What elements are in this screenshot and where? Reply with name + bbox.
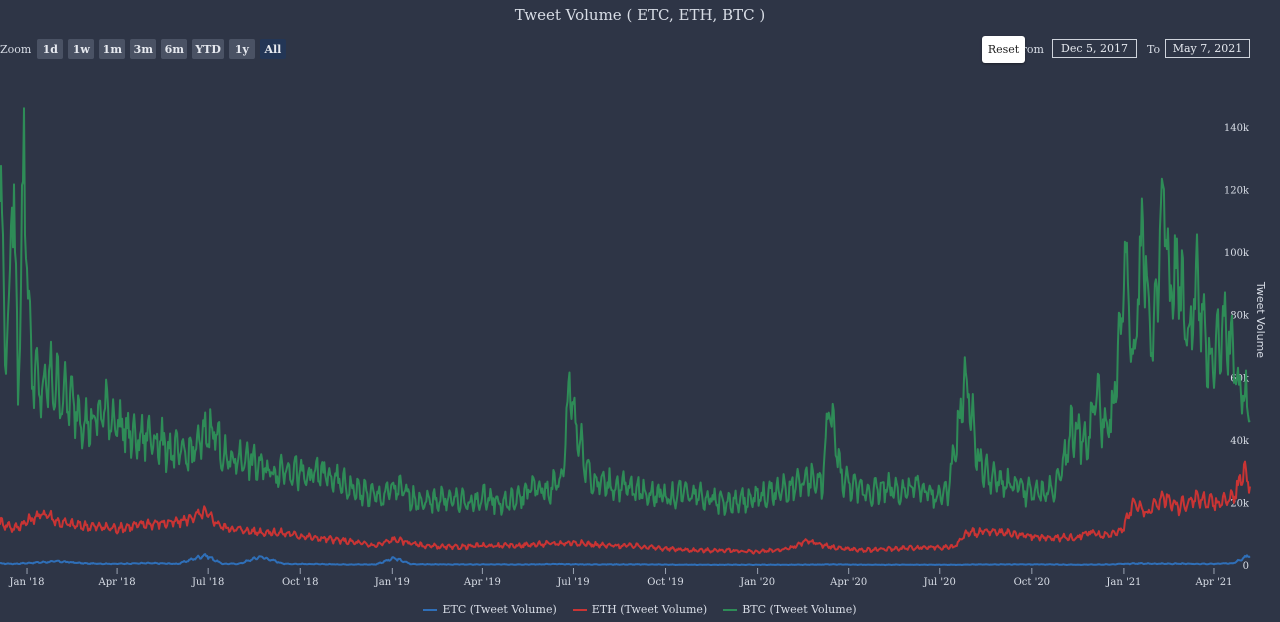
reset-zoom-button[interactable]: Reset — [982, 36, 1025, 63]
legend-label-etc: ETC (Tweet Volume) — [442, 603, 557, 616]
zoom-1y-button[interactable]: 1y — [228, 39, 255, 59]
legend-item-eth[interactable]: ETH (Tweet Volume) — [572, 603, 708, 616]
zoom-bar: Zoom 1d 1w 1m 3m 6m YTD 1y All — [0, 39, 286, 59]
legend-item-etc[interactable]: ETC (Tweet Volume) — [423, 603, 557, 616]
y-tick-label: 40k — [1230, 436, 1250, 447]
zoom-1w-button[interactable]: 1w — [68, 39, 95, 59]
legend-label-eth: ETH (Tweet Volume) — [591, 603, 708, 616]
chart-title: Tweet Volume ( ETC, ETH, BTC ) — [514, 6, 766, 24]
series-lines — [0, 107, 1251, 567]
y-tick-label: 20k — [1230, 498, 1250, 509]
y-tick-label: 140k — [1224, 123, 1250, 134]
x-tick-label: Apr '19 — [463, 577, 501, 588]
x-tick-label: Apr '21 — [1194, 577, 1232, 588]
legend-item-btc[interactable]: BTC (Tweet Volume) — [723, 603, 857, 616]
y-tick-label: 120k — [1224, 186, 1250, 197]
x-tick-label: Jan '19 — [374, 577, 410, 588]
zoom-all-button[interactable]: All — [259, 39, 286, 59]
zoom-label: Zoom — [0, 42, 32, 56]
range-from-input[interactable]: Dec 5, 2017 — [1052, 39, 1137, 58]
x-tick-label: Oct '20 — [1014, 577, 1050, 588]
series-line-btc[interactable] — [0, 107, 1251, 516]
x-tick-label: Jan '18 — [8, 577, 44, 588]
zoom-1d-button[interactable]: 1d — [37, 39, 64, 59]
legend-label-btc: BTC (Tweet Volume) — [742, 603, 857, 616]
zoom-ytd-button[interactable]: YTD — [192, 39, 224, 59]
y-tick-label: 100k — [1224, 248, 1250, 259]
y-tick-label: 80k — [1230, 311, 1250, 322]
range-to-input[interactable]: May 7, 2021 — [1165, 39, 1250, 58]
zoom-6m-button[interactable]: 6m — [161, 39, 188, 59]
x-tick-label: Apr '18 — [98, 577, 136, 588]
legend-swatch-eth — [572, 608, 587, 611]
x-tick-label: Jul '19 — [556, 577, 589, 588]
x-tick-label: Oct '19 — [647, 577, 683, 588]
x-axis: Jan '18 Apr '18 Jul '18 Oct '18 Jan '19 Apr '… — [8, 568, 1233, 588]
x-tick-label: Oct '18 — [282, 577, 318, 588]
series-line-eth[interactable] — [0, 460, 1251, 555]
x-tick-label: Jan '20 — [739, 577, 775, 588]
x-tick-label: Jul '18 — [191, 577, 224, 588]
zoom-1m-button[interactable]: 1m — [99, 39, 126, 59]
x-tick-label: Jan '21 — [1105, 577, 1141, 588]
y-tick-label: 0 — [1243, 561, 1249, 572]
x-tick-label: Apr '20 — [829, 577, 867, 588]
range-to-label: To — [1147, 43, 1161, 56]
x-tick-label: Jul '20 — [923, 577, 956, 588]
legend-swatch-btc — [723, 608, 738, 611]
zoom-3m-button[interactable]: 3m — [130, 39, 157, 59]
legend-swatch-etc — [423, 608, 438, 611]
series-line-etc[interactable] — [0, 553, 1251, 567]
legend: ETC (Tweet Volume) ETH (Tweet Volume) BT… — [0, 603, 1280, 616]
y-axis-label: Tweet Volume — [1254, 281, 1267, 358]
